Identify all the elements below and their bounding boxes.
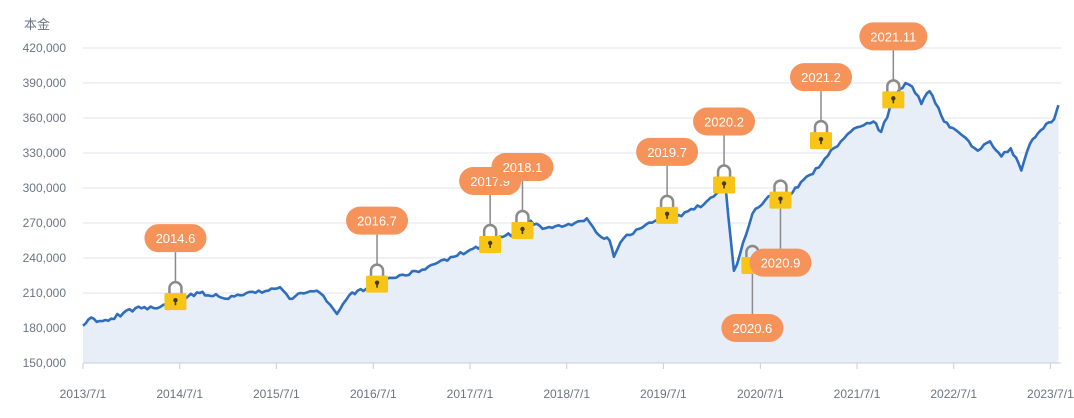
date-badge-label: 2020.2: [704, 115, 744, 130]
x-tick-label: 2013/7/1: [60, 387, 107, 401]
area-shape: [83, 83, 1059, 363]
keyhole-slot: [723, 183, 725, 189]
lock-shackle: [369, 263, 385, 277]
lock-shackle: [515, 209, 530, 223]
keyhole-slot: [521, 229, 524, 234]
lock-shackle: [716, 164, 732, 178]
lock-annotation: 2018.1: [491, 153, 554, 239]
y-tick-label: 420,000: [23, 41, 67, 55]
keyhole: [173, 297, 178, 303]
date-badge: [346, 206, 409, 235]
x-tick-label: 2014/7/1: [156, 387, 203, 401]
date-badge-label: 2019.7: [647, 145, 687, 160]
lock-shackle: [659, 194, 675, 208]
y-tick-label: 150,000: [23, 356, 67, 370]
keyhole-slot: [820, 139, 822, 145]
date-badge-label: 2018.1: [503, 160, 543, 175]
lock-annotation: 2020.2: [693, 107, 756, 194]
x-tick-label: 2017/7/1: [447, 387, 494, 401]
date-badge: [144, 224, 207, 253]
y-axis: 150,000 180,000 210,000 240,000 270,000 300,0…: [23, 41, 67, 370]
keyhole-slot: [489, 243, 491, 248]
date-badge-label: 2021.11: [870, 29, 916, 44]
x-tick-label: 2019/7/1: [640, 387, 687, 401]
date-badge-label: 2021.2: [801, 70, 841, 85]
lock-shackle: [773, 179, 788, 193]
x-tick-label: 2021/7/1: [834, 387, 881, 401]
date-badge: [790, 63, 853, 92]
date-badge: [636, 137, 699, 166]
lock-shackle: [886, 79, 901, 93]
x-tick-label: 2018/7/1: [543, 387, 590, 401]
date-badge: [721, 314, 784, 342]
lock-shackle: [813, 119, 829, 134]
lock-annotation: 2020.9: [749, 179, 812, 277]
keyhole: [374, 280, 380, 285]
y-tick-label: 360,000: [23, 111, 67, 125]
y-tick-label: 180,000: [23, 321, 67, 335]
date-badge: [693, 107, 756, 136]
date-badge: [859, 22, 928, 51]
area-fill: [83, 83, 1059, 363]
keyhole-slot: [666, 213, 668, 219]
series-line: [82, 81, 1060, 327]
lock-shackle: [168, 280, 183, 295]
y-axis-title: 本金: [24, 17, 50, 33]
x-tick-label: 2023/7/1: [1027, 387, 1074, 401]
date-badge-label: 2020.6: [733, 321, 773, 336]
lock-annotations: 2014.62016.72017.92018.12019.72020.22020…: [144, 22, 928, 342]
lock-annotation: 2016.7: [346, 206, 409, 293]
keyhole-slot: [376, 282, 378, 288]
x-tick-label: 2015/7/1: [253, 387, 300, 401]
date-badge: [491, 153, 554, 181]
keyhole-slot: [174, 300, 177, 306]
x-tick-label: 2020/7/1: [737, 387, 784, 401]
y-tick-label: 270,000: [23, 216, 67, 230]
y-tick-label: 300,000: [23, 181, 67, 195]
lock-annotation: 2021.2: [790, 63, 853, 150]
date-badge: [749, 248, 812, 277]
y-tick-label: 330,000: [23, 146, 67, 160]
x-axis: 2013/7/1 2014/7/1 2015/7/1 2016/7/1 2017/7/1…: [60, 362, 1074, 401]
y-tick-label: 210,000: [23, 286, 67, 300]
series-line-path: [82, 81, 1060, 327]
y-tick-label: 390,000: [23, 76, 67, 90]
date-badge-label: 2014.6: [156, 231, 196, 246]
date-badge-label: 2020.9: [761, 256, 801, 271]
keyhole-slot: [892, 98, 895, 104]
lock-annotation: 2014.6: [144, 224, 207, 311]
x-tick-label: 2022/7/1: [930, 387, 977, 401]
lock-annotation: 2021.11: [859, 22, 928, 109]
lock-annotation: 2019.7: [636, 137, 699, 224]
date-badge-label: 2016.7: [357, 214, 397, 229]
keyhole-slot: [779, 198, 782, 204]
lock-shackle: [482, 223, 498, 237]
y-tick-label: 240,000: [23, 251, 67, 265]
x-tick-label: 2016/7/1: [350, 387, 397, 401]
